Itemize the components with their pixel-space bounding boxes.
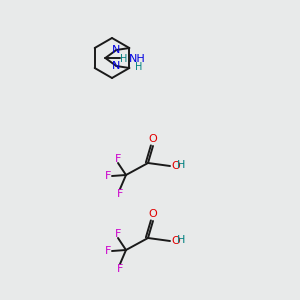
Text: H: H xyxy=(177,235,185,245)
Text: F: F xyxy=(117,189,123,199)
Text: F: F xyxy=(115,154,121,164)
Text: H: H xyxy=(120,54,127,64)
Text: H: H xyxy=(135,62,142,72)
Text: H: H xyxy=(177,160,185,170)
Text: O: O xyxy=(148,209,158,219)
Text: F: F xyxy=(105,171,111,181)
Text: F: F xyxy=(105,246,111,256)
Text: O: O xyxy=(148,134,158,144)
Text: O: O xyxy=(171,161,180,171)
Text: NH: NH xyxy=(129,54,146,64)
Text: F: F xyxy=(117,264,123,274)
Text: O: O xyxy=(171,236,180,246)
Text: N: N xyxy=(112,61,121,71)
Text: N: N xyxy=(112,45,121,55)
Text: F: F xyxy=(115,229,121,239)
